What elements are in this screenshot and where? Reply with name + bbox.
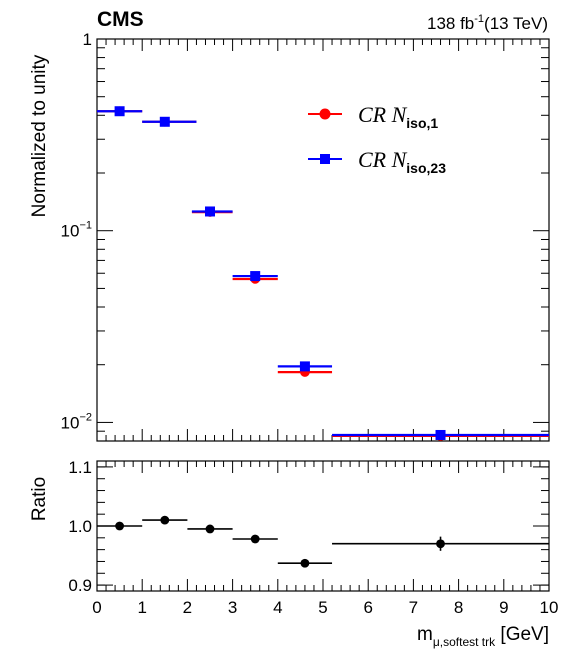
main-marker-square (299, 361, 310, 372)
ratio-y-tick-labels: 0.9 1.0 1.1 (68, 458, 92, 595)
legend-marker-niso1 (319, 108, 331, 120)
lumi-exponent: -1 (474, 13, 484, 25)
lumi-label: 138 fb-1(13 TeV) (427, 13, 548, 33)
main-marker-square (250, 271, 261, 282)
ratio-marker (160, 515, 170, 525)
main-marker-square (114, 106, 125, 117)
legend-marker-niso23 (320, 154, 330, 164)
ratio-plot-frame (96, 460, 550, 592)
main-marker-square (159, 116, 170, 127)
x-tick-label: 5 (318, 598, 327, 617)
legend: CR Niso,1 CR Niso,23 (308, 102, 446, 176)
x-tick-label: 10 (540, 598, 559, 617)
main-panel: 1 10−1 10−2 Normalized to unity CR Niso,1 … (29, 30, 550, 442)
ratio-y-tick-label: 1.0 (68, 517, 92, 536)
main-y-axis-label: Normalized to unity (29, 54, 50, 217)
legend-label-niso1: CR Niso,1 (358, 102, 438, 131)
ratio-marker (205, 524, 215, 534)
x-tick-label: 6 (363, 598, 372, 617)
experiment-label: CMS (97, 8, 144, 31)
ratio-marker (115, 521, 124, 531)
legend-entry-cr-niso23: CR Niso,23 (308, 147, 446, 176)
ratio-marker (300, 558, 310, 568)
ratio-panel: 0.9 1.0 1.1 0 1 2 3 4 5 6 7 8 9 10 Ratio mμ,softest … (29, 458, 558, 649)
x-tick-labels: 0 1 2 3 4 5 6 7 8 9 10 (92, 598, 558, 617)
main-axis-ticks (96, 38, 550, 442)
x-tick-label: 8 (454, 598, 463, 617)
x-axis-label: mμ,softest trk [GeV] (417, 624, 549, 649)
main-y-tick-label: 10−2 (61, 411, 92, 432)
main-y-tick-label: 1 (83, 30, 92, 49)
ratio-y-tick-label: 0.9 (68, 576, 92, 595)
x-tick-label: 4 (273, 598, 282, 617)
x-tick-label: 1 (137, 598, 146, 617)
ratio-axis-ticks (96, 461, 550, 591)
x-tick-label: 3 (228, 598, 237, 617)
ratio-y-axis-label: Ratio (29, 477, 50, 521)
x-tick-label: 0 (92, 598, 101, 617)
main-marker-square (435, 429, 446, 440)
ratio-data-points (97, 515, 549, 568)
lumi-value: 138 fb (427, 14, 474, 33)
main-y-tick-labels: 1 10−1 10−2 (61, 30, 92, 432)
main-data-points (97, 106, 549, 441)
main-marker-square (205, 206, 215, 217)
lumi-energy: (13 TeV) (484, 14, 548, 33)
ratio-marker (250, 534, 260, 544)
main-plot-frame (96, 38, 550, 442)
x-tick-label: 7 (409, 598, 418, 617)
legend-entry-cr-niso1: CR Niso,1 (308, 102, 438, 131)
x-tick-label: 9 (499, 598, 508, 617)
main-y-tick-label: 10−1 (61, 220, 92, 241)
legend-label-niso23: CR Niso,23 (358, 147, 446, 176)
x-tick-label: 2 (183, 598, 192, 617)
ratio-y-tick-label: 1.1 (68, 458, 92, 477)
ratio-marker (436, 539, 445, 549)
